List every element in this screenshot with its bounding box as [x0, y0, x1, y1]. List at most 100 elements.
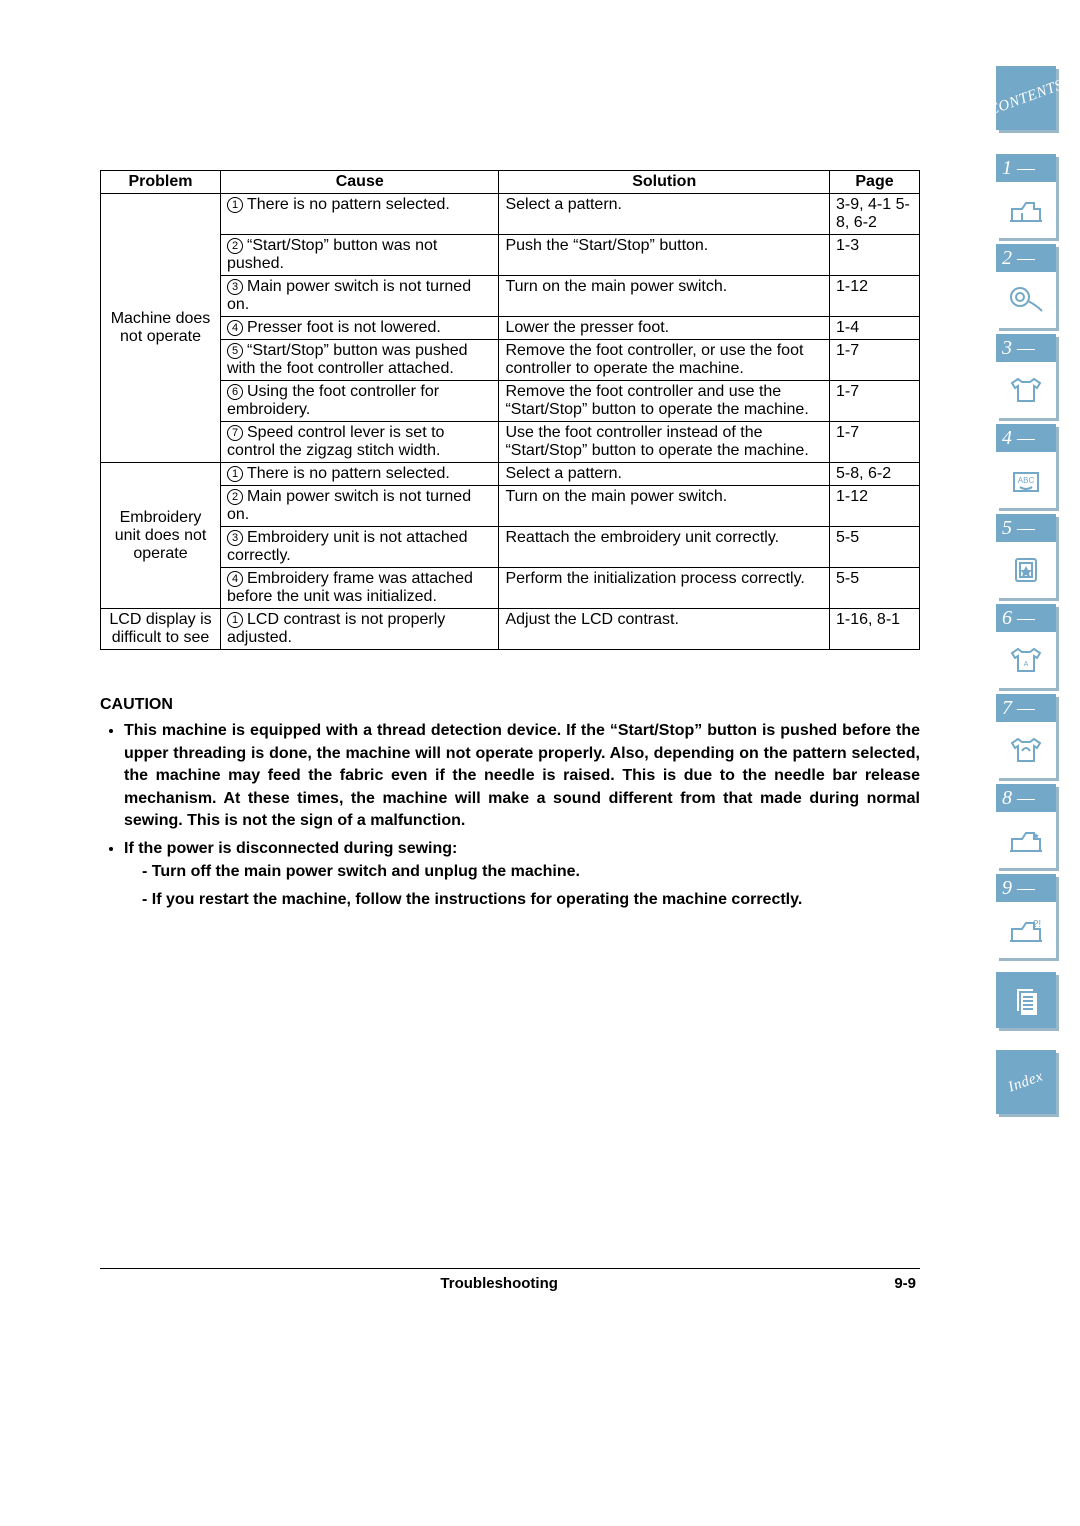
solution-cell: Adjust the LCD contrast. [499, 609, 830, 650]
header-problem: Problem [101, 171, 221, 194]
cause-cell: 3Main power switch is not turned on. [221, 276, 499, 317]
cause-cell: 5“Start/Stop” button was pushed with the… [221, 340, 499, 381]
cause-cell: 3Embroidery unit is not attached correct… [221, 527, 499, 568]
page-cell: 1-7 [830, 340, 920, 381]
caution-bullet: If the power is disconnected during sewi… [124, 838, 920, 911]
page-cell: 1-4 [830, 317, 920, 340]
page-cell: 1-12 [830, 276, 920, 317]
shirt-monogram-icon: A [996, 632, 1056, 688]
table-row: LCD display is difficult to see 1LCD con… [101, 609, 920, 650]
table-header-row: Problem Cause Solution Page [101, 171, 920, 194]
solution-cell: Perform the initialization process corre… [499, 568, 830, 609]
tab-label: 8 — [996, 784, 1056, 812]
main-content: Problem Cause Solution Page Machine does… [100, 170, 920, 918]
bobbin-icon [996, 272, 1056, 328]
page-cell: 5-5 [830, 568, 920, 609]
footer-page: 9-9 [894, 1275, 916, 1292]
table-row: Machine does not operate 1There is no pa… [101, 194, 920, 235]
table-row: 5“Start/Stop” button was pushed with the… [101, 340, 920, 381]
cause-cell: 1There is no pattern selected. [221, 463, 499, 486]
tab-label: 3 — [996, 334, 1056, 362]
page-cell: 1-16, 8-1 [830, 609, 920, 650]
solution-cell: Lower the presser foot. [499, 317, 830, 340]
problem-cell: Machine does not operate [101, 194, 221, 463]
tab-chapter-8[interactable]: 8 — [996, 784, 1056, 868]
problem-cell: LCD display is difficult to see [101, 609, 221, 650]
pages-icon [996, 972, 1056, 1028]
cause-cell: 2“Start/Stop” button was not pushed. [221, 235, 499, 276]
tab-chapter-5[interactable]: 5 — [996, 514, 1056, 598]
tab-contents[interactable]: CONTENTS [996, 66, 1056, 130]
page-cell: 1-12 [830, 486, 920, 527]
cause-cell: 2Main power switch is not turned on. [221, 486, 499, 527]
sewing-machine-icon [996, 182, 1056, 238]
shirt-icon [996, 362, 1056, 418]
tab-label: 4 — [996, 424, 1056, 452]
svg-text:A: A [1024, 661, 1029, 668]
header-cause: Cause [221, 171, 499, 194]
troubleshooting-table: Problem Cause Solution Page Machine does… [100, 170, 920, 650]
sewing-machine-question-icon: ?! [996, 902, 1056, 958]
tab-chapter-1[interactable]: 1 — [996, 154, 1056, 238]
table-row: 4Embroidery frame was attached before th… [101, 568, 920, 609]
solution-cell: Push the “Start/Stop” button. [499, 235, 830, 276]
caution-sub-bullet: If you restart the machine, follow the i… [142, 889, 920, 911]
side-nav: CONTENTS 1 — 2 — 3 — 4 — ABC 5 — 6 — A [996, 66, 1064, 1138]
shirt-design-icon [996, 722, 1056, 778]
page-cell: 5-8, 6-2 [830, 463, 920, 486]
cause-cell: 4Embroidery frame was attached before th… [221, 568, 499, 609]
tab-index-label: Index [1006, 1068, 1045, 1096]
cause-cell: 1There is no pattern selected. [221, 194, 499, 235]
caution-sub-bullet: Turn off the main power switch and unplu… [142, 861, 920, 883]
tab-label: 9 — [996, 874, 1056, 902]
svg-text:ABC: ABC [1018, 476, 1035, 485]
caution-bullet: This machine is equipped with a thread d… [124, 720, 920, 832]
svg-text:?!: ?! [1033, 919, 1041, 930]
cause-cell: 1LCD contrast is not properly adjusted. [221, 609, 499, 650]
tab-chapter-9[interactable]: 9 — ?! [996, 874, 1056, 958]
abc-monogram-icon: ABC [996, 452, 1056, 508]
cause-cell: 6Using the foot controller for embroider… [221, 381, 499, 422]
header-solution: Solution [499, 171, 830, 194]
header-page: Page [830, 171, 920, 194]
page-cell: 1-7 [830, 381, 920, 422]
problem-cell: Embroidery unit does not operate [101, 463, 221, 609]
cause-cell: 7Speed control lever is set to control t… [221, 422, 499, 463]
solution-cell: Select a pattern. [499, 194, 830, 235]
page-cell: 1-7 [830, 422, 920, 463]
tab-label: 1 — [996, 154, 1056, 182]
solution-cell: Turn on the main power switch. [499, 276, 830, 317]
tab-chapter-7[interactable]: 7 — [996, 694, 1056, 778]
cause-cell: 4Presser foot is not lowered. [221, 317, 499, 340]
footer-title: Troubleshooting [440, 1275, 558, 1292]
table-row: 2“Start/Stop” button was not pushed. Pus… [101, 235, 920, 276]
solution-cell: Use the foot controller instead of the “… [499, 422, 830, 463]
tab-appendix[interactable] [996, 972, 1056, 1028]
page-cell: 5-5 [830, 527, 920, 568]
table-row: 3Main power switch is not turned on. Tur… [101, 276, 920, 317]
tab-label: 7 — [996, 694, 1056, 722]
tab-index[interactable]: Index [996, 1050, 1056, 1114]
table-row: 2Main power switch is not turned on. Tur… [101, 486, 920, 527]
tab-contents-label: CONTENTS [986, 77, 1065, 120]
solution-cell: Remove the foot controller and use the “… [499, 381, 830, 422]
tab-label: 6 — [996, 604, 1056, 632]
frame-star-icon [996, 542, 1056, 598]
caution-title: CAUTION [100, 694, 920, 716]
table-row: Embroidery unit does not operate 1There … [101, 463, 920, 486]
table-row: 4Presser foot is not lowered. Lower the … [101, 317, 920, 340]
sewing-machine-star-icon [996, 812, 1056, 868]
tab-chapter-4[interactable]: 4 — ABC [996, 424, 1056, 508]
solution-cell: Reattach the embroidery unit correctly. [499, 527, 830, 568]
page-cell: 1-3 [830, 235, 920, 276]
page-cell: 3-9, 4-1 5-8, 6-2 [830, 194, 920, 235]
tab-chapter-2[interactable]: 2 — [996, 244, 1056, 328]
table-row: 6Using the foot controller for embroider… [101, 381, 920, 422]
page-footer: Troubleshooting 9-9 [100, 1268, 920, 1292]
caution-list: This machine is equipped with a thread d… [100, 720, 920, 911]
solution-cell: Turn on the main power switch. [499, 486, 830, 527]
tab-chapter-3[interactable]: 3 — [996, 334, 1056, 418]
caution-section: CAUTION This machine is equipped with a … [100, 694, 920, 912]
tab-chapter-6[interactable]: 6 — A [996, 604, 1056, 688]
tab-label: 2 — [996, 244, 1056, 272]
